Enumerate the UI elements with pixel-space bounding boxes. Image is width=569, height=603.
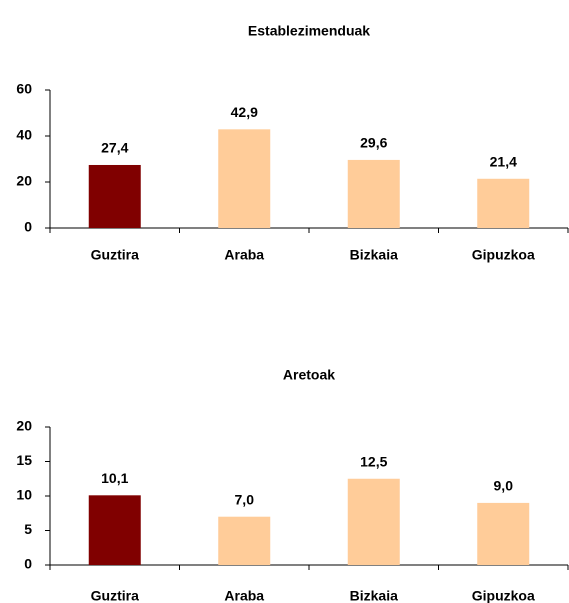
chart-title: Aretoak xyxy=(283,367,335,383)
bar xyxy=(218,516,271,565)
value-label: 12,5 xyxy=(360,453,387,469)
x-tick-label: Guztira xyxy=(91,247,139,263)
y-tick-label: 10 xyxy=(16,487,32,503)
bar xyxy=(218,129,271,228)
bar xyxy=(477,502,530,565)
value-label: 27,4 xyxy=(101,140,128,156)
y-tick-label: 60 xyxy=(16,81,32,97)
y-tick-label: 0 xyxy=(24,219,32,235)
value-label: 10,1 xyxy=(101,470,128,486)
x-tick-label: Gipuzkoa xyxy=(472,588,535,603)
y-tick-label: 15 xyxy=(16,452,32,468)
value-label: 7,0 xyxy=(235,491,255,507)
value-label: 9,0 xyxy=(494,478,514,494)
x-tick-label: Araba xyxy=(224,588,264,603)
y-tick-label: 0 xyxy=(24,556,32,572)
x-tick-label: Bizkaia xyxy=(350,588,398,603)
value-label: 21,4 xyxy=(490,153,517,169)
bar xyxy=(347,159,400,228)
y-tick-label: 40 xyxy=(16,127,32,143)
x-tick-label: Guztira xyxy=(91,588,139,603)
y-tick-label: 20 xyxy=(16,173,32,189)
bar xyxy=(88,164,141,228)
y-tick-label: 5 xyxy=(24,521,32,537)
value-label: 42,9 xyxy=(231,104,258,120)
bar xyxy=(477,178,530,228)
y-tick-label: 20 xyxy=(16,418,32,434)
value-label: 29,6 xyxy=(360,135,387,151)
x-tick-label: Bizkaia xyxy=(350,247,398,263)
x-tick-label: Araba xyxy=(224,247,264,263)
chart-title: Establezimenduak xyxy=(248,23,370,39)
bar xyxy=(88,495,141,565)
bar xyxy=(347,478,400,565)
x-tick-label: Gipuzkoa xyxy=(472,247,535,263)
